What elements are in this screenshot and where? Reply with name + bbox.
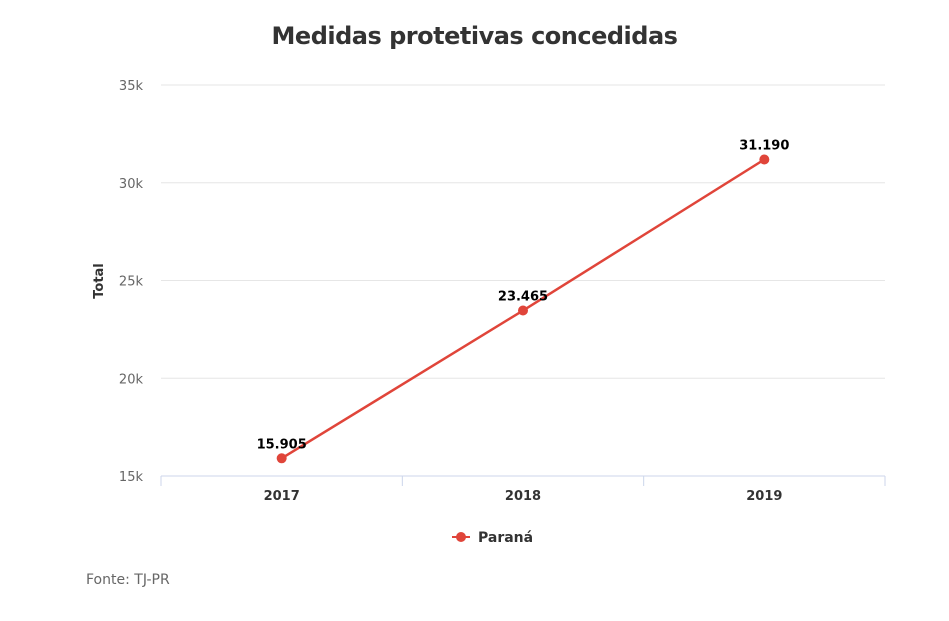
x-tick-label: 2019	[746, 489, 782, 504]
legend-dot-marker	[456, 532, 466, 542]
data-label: 31.190	[739, 138, 789, 153]
x-tick-label: 2017	[264, 489, 300, 504]
data-point[interactable]	[518, 305, 528, 316]
y-tick-label: 35k	[119, 79, 144, 94]
y-axis: 15k 20k 25k 30k 35k	[119, 79, 144, 485]
data-point[interactable]	[759, 154, 770, 165]
y-tick-label: 15k	[119, 470, 144, 485]
legend[interactable]: Paraná	[452, 530, 533, 546]
y-axis-label: Total	[92, 263, 107, 299]
x-axis: 2017 2018 2019	[160, 475, 886, 504]
legend-label: Paraná	[478, 530, 533, 546]
y-tick-label: 20k	[119, 372, 144, 387]
grid-lines	[161, 84, 885, 379]
series-parana: 15.905 23.465 31.190	[257, 138, 789, 464]
data-point[interactable]	[276, 453, 287, 464]
data-label: 23.465	[498, 290, 548, 305]
y-tick-label: 30k	[119, 177, 144, 192]
data-label: 15.905	[257, 437, 307, 452]
source-note: Fonte: TJ-PR	[86, 572, 170, 588]
x-tick-label: 2018	[505, 489, 541, 504]
chart-title: Medidas protetivas concedidas	[271, 22, 678, 50]
y-tick-label: 25k	[119, 275, 144, 290]
